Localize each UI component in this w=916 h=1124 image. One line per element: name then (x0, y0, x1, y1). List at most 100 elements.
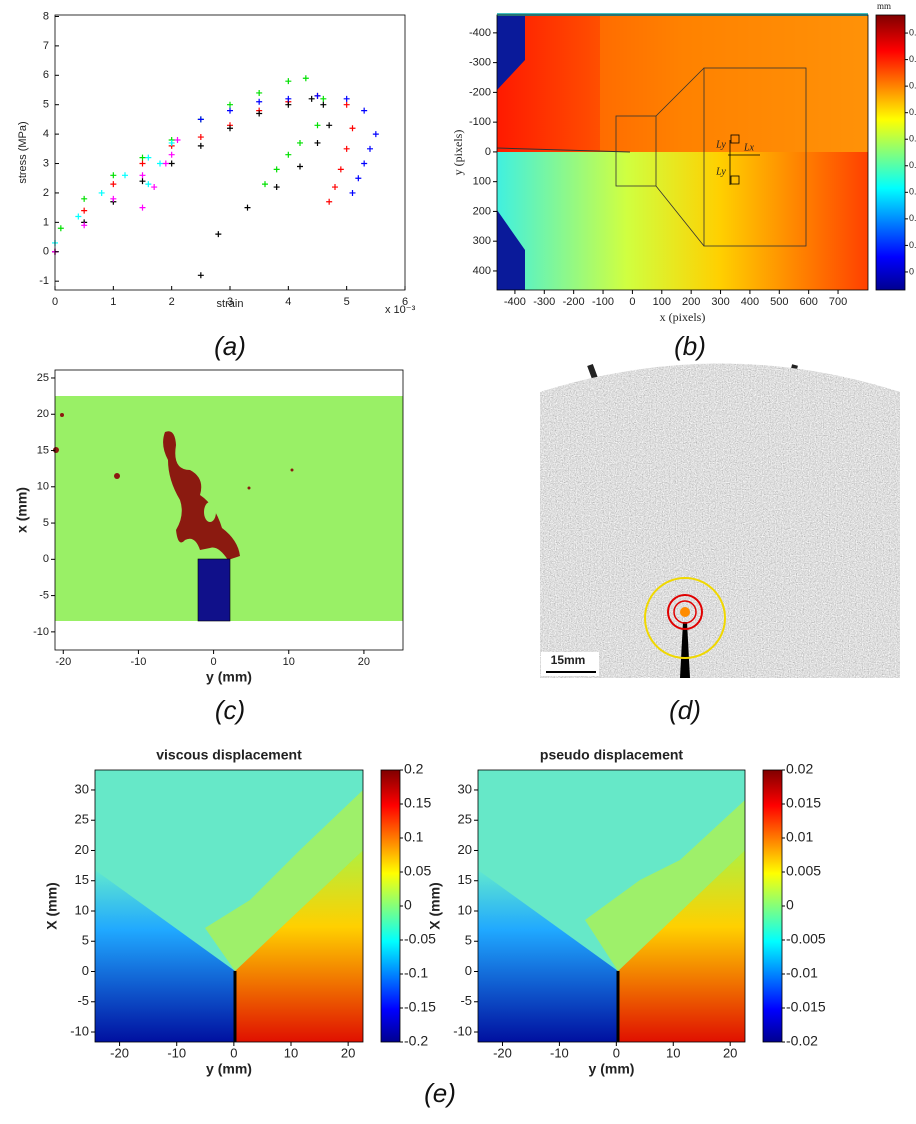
x-tick-label: 0 (230, 1045, 237, 1060)
point (227, 101, 233, 108)
point (110, 172, 117, 179)
point (244, 204, 251, 211)
point (361, 160, 368, 167)
caption: (b) (674, 331, 706, 361)
point (337, 166, 344, 173)
y-tick-label: -400 (469, 27, 491, 39)
y-tick-label: 300 (473, 235, 491, 247)
y-tick-label: 5 (82, 933, 89, 948)
panel-e-left-field (95, 770, 363, 1042)
point (197, 142, 204, 149)
colorbar-tick-label: 0.02 (786, 761, 813, 777)
point (343, 145, 350, 152)
point (139, 178, 146, 185)
colorbar-tick-label: 0.01 (786, 829, 813, 845)
x-tick-label: -10 (167, 1045, 186, 1060)
caption: (e) (424, 1078, 456, 1108)
y-tick-label: 3 (43, 157, 49, 169)
annotation: Ly (715, 139, 726, 150)
point (145, 154, 152, 161)
x-tick-label: 2 (169, 296, 175, 308)
panel-e-right-field (478, 770, 745, 1042)
point (372, 131, 379, 138)
y-tick-label: 30 (458, 781, 472, 796)
point (273, 166, 280, 173)
x-tick-label: -300 (533, 296, 555, 308)
colorbar-tick-label: -0.01 (786, 965, 818, 981)
y-tick-label: 200 (473, 205, 491, 217)
y-tick-label: 20 (37, 408, 49, 420)
x-tick-label: 200 (682, 296, 700, 308)
point (256, 98, 263, 105)
y-tick-label: -10 (453, 1023, 472, 1038)
y-tick-label: -300 (469, 57, 491, 69)
plot-frame (54, 14, 406, 291)
annotation: Lx (743, 142, 755, 153)
y-tick-label: 20 (75, 842, 89, 857)
point (227, 125, 233, 132)
point (349, 189, 356, 196)
colorbar-tick-label: 0.18 (909, 27, 916, 37)
x-tick-label: -20 (493, 1045, 512, 1060)
point (355, 175, 362, 182)
point (81, 207, 88, 214)
x-tick-label: 0 (613, 1045, 620, 1060)
y-tick-label: -10 (70, 1023, 89, 1038)
y-tick-label: 8 (43, 10, 49, 22)
point (320, 101, 327, 108)
point (57, 225, 64, 232)
point (168, 139, 175, 146)
x-tick-label: 300 (711, 296, 729, 308)
point (215, 231, 222, 238)
x-tick-label: 10 (284, 1045, 298, 1060)
point (197, 116, 204, 123)
colorbar-tick-label: 0.2 (404, 761, 424, 777)
y-tick-label: 20 (458, 842, 472, 857)
point (168, 160, 175, 167)
x-tick-label: 20 (341, 1045, 355, 1060)
y-tick-label: 4 (43, 128, 49, 140)
y-tick-label: -10 (33, 626, 49, 638)
point (256, 110, 263, 117)
y-axis-label: y (pixels) (451, 130, 465, 176)
colorbar-tick-label: 0.1 (404, 829, 424, 845)
colorbar-tick-label: -0.015 (786, 999, 826, 1015)
point (139, 160, 146, 167)
point (262, 181, 268, 188)
y-tick-label: -1 (39, 275, 49, 287)
y-tick-label: 0 (82, 963, 89, 978)
colorbar-tick-label: 0.015 (786, 795, 821, 811)
colorbar-label: mm (877, 1, 891, 11)
y-axis-label: x (mm) (14, 487, 30, 533)
y-tick-label: 0 (465, 963, 472, 978)
y-tick-label: -200 (469, 86, 491, 98)
colorbar (875, 14, 906, 291)
colorbar-tick-label: 0.12 (909, 107, 916, 117)
y-tick-label: 7 (43, 40, 49, 52)
y-tick-label: 0 (43, 246, 49, 258)
x-tick-label: -20 (110, 1045, 129, 1060)
point (314, 92, 321, 99)
plot-frame (54, 369, 404, 651)
colorbar-tick-label: -0.05 (404, 931, 436, 947)
y-tick-label: 10 (75, 902, 89, 917)
x-tick-label: 500 (770, 296, 788, 308)
x-axis-label: x (pixels) (660, 310, 706, 324)
y-tick-label: 1 (43, 216, 49, 228)
y-axis-label: X (mm) (44, 882, 60, 929)
chart-title: pseudo displacement (540, 747, 683, 763)
colorbar-tick-label: 0 (404, 897, 412, 913)
colorbar-tick-label: -0.15 (404, 999, 436, 1015)
y-tick-label: 2 (43, 187, 49, 199)
x-tick-label: -10 (130, 656, 146, 668)
y-tick-label: -5 (460, 993, 472, 1008)
x-tick-label: 0 (52, 296, 58, 308)
point (139, 204, 146, 211)
x-tick-label: -20 (55, 656, 71, 668)
plot-frame (477, 769, 746, 1043)
y-tick-label: -100 (469, 116, 491, 128)
y-tick-label: 15 (75, 872, 89, 887)
point (256, 89, 263, 96)
y-tick-label: 15 (37, 444, 49, 456)
point (314, 139, 321, 146)
